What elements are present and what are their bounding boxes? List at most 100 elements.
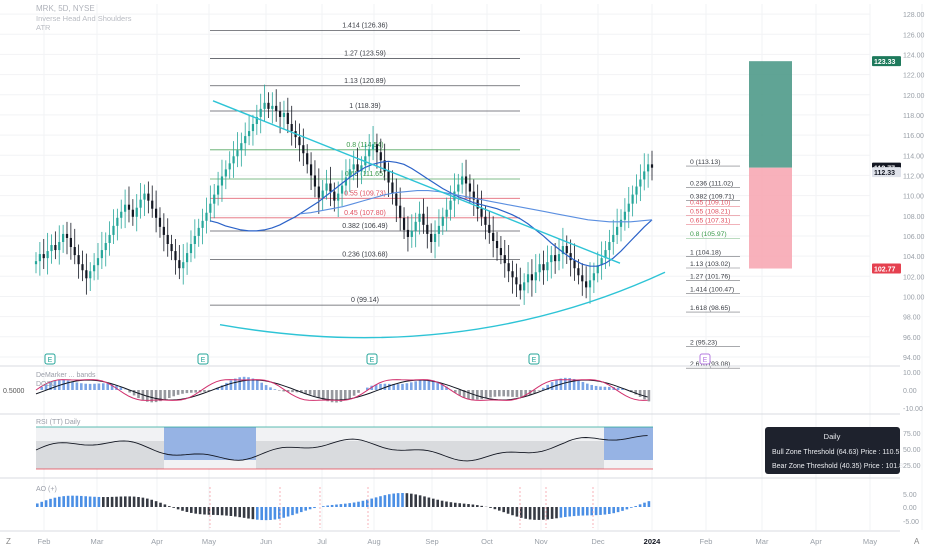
dosc-bar xyxy=(313,390,316,397)
candle-body xyxy=(120,211,123,218)
candle-body xyxy=(306,153,309,165)
candle-body xyxy=(554,255,557,262)
time-tick: Apr xyxy=(810,537,822,546)
candle-body xyxy=(189,244,193,254)
dosc-bar xyxy=(383,383,387,390)
position-tool[interactable] xyxy=(749,61,792,269)
candle-body xyxy=(54,245,57,251)
ao-bar xyxy=(212,507,215,515)
ao-bar xyxy=(49,498,52,507)
demarker-pane[interactable] xyxy=(35,376,651,403)
ao-bar xyxy=(370,498,373,507)
fib-levels-right[interactable]: 0 (113.13)0.236 (111.02)0.382 (109.71)0.… xyxy=(686,159,740,369)
candle-body xyxy=(364,156,367,166)
price-tick: 102.00 xyxy=(903,274,925,281)
dosc-bar xyxy=(273,389,277,390)
candle-body xyxy=(631,194,634,204)
candle-body xyxy=(216,185,220,195)
time-tick: Feb xyxy=(700,537,713,546)
ao-bar xyxy=(612,507,615,514)
profit-zone[interactable] xyxy=(749,61,792,168)
ao-bar xyxy=(330,504,334,507)
candle-body xyxy=(135,207,138,217)
time-tick: Nov xyxy=(534,537,548,546)
ao-bar xyxy=(282,507,285,518)
dosc-bar xyxy=(163,390,167,400)
ao-bar xyxy=(176,507,180,510)
candle-body xyxy=(647,164,650,172)
candle-body xyxy=(278,110,282,117)
candle-body xyxy=(197,227,200,236)
rsi-pane[interactable] xyxy=(35,426,653,470)
candle-body xyxy=(224,169,227,177)
earnings-icon xyxy=(366,353,378,365)
info-box-bear-row: Bear Zone Threshold (40.35) Price : 101.… xyxy=(772,463,903,470)
drawing-lines[interactable] xyxy=(212,100,666,339)
ao-bar xyxy=(352,502,356,507)
ao-bar xyxy=(405,493,409,507)
fib-left-label: 0.45 (107.80) xyxy=(344,210,386,217)
earnings-icon xyxy=(44,353,56,365)
dosc-bar xyxy=(308,390,312,395)
main-price-pane[interactable]: 1.414 (126.36) 1.27 (123.59) 1.13 (120.89)… xyxy=(34,23,792,369)
fib-right-label: 0.236 (111.02) xyxy=(690,180,733,187)
fib-right-label: 0.382 (109.71) xyxy=(690,194,734,201)
time-axis[interactable]: Feb Mar Apr May Jun Jul Aug Sep Oct Nov Dec 2024 Feb… xyxy=(38,537,878,546)
dosc-bar xyxy=(630,390,633,393)
auto-scale-icon[interactable]: A xyxy=(914,537,920,546)
ao-bar xyxy=(533,507,536,520)
candle-body xyxy=(387,171,390,183)
rsi-bull-zone xyxy=(164,427,256,460)
candle-body xyxy=(58,241,61,251)
dosc-bar xyxy=(581,381,585,390)
candle-body xyxy=(627,203,630,212)
ao-bar xyxy=(581,507,585,516)
ao-pane[interactable] xyxy=(36,487,651,528)
price-tick: 116.00 xyxy=(903,133,924,140)
ao-bar xyxy=(234,507,237,517)
dosc-bar xyxy=(537,390,541,391)
dosc-bar xyxy=(388,383,391,390)
ao-bar xyxy=(75,495,79,507)
candle-body xyxy=(402,217,406,230)
ao-bar xyxy=(480,505,483,507)
candle-body xyxy=(317,186,320,198)
dosc-bar xyxy=(335,390,338,403)
dosc-bar xyxy=(172,390,175,397)
ao-bar xyxy=(256,507,259,520)
price-badge-gray: 112.33 xyxy=(874,170,895,177)
dosc-bar xyxy=(586,383,589,390)
ao-bar xyxy=(198,507,202,515)
descending-trendline[interactable] xyxy=(212,100,621,264)
ao-bar xyxy=(273,507,277,520)
ao-bar xyxy=(36,503,39,507)
loss-zone[interactable] xyxy=(749,167,792,269)
dosc-bar xyxy=(471,390,475,400)
rounding-bottom-arc[interactable] xyxy=(219,271,666,339)
dosc-bar xyxy=(357,390,360,393)
dosc-bar xyxy=(603,386,607,390)
ao-bar xyxy=(616,507,620,513)
price-tick: 96.00 xyxy=(903,335,921,342)
ao-bar xyxy=(313,507,316,509)
ao-bar xyxy=(264,507,268,521)
candle-body xyxy=(472,191,475,200)
candle-body xyxy=(464,176,468,184)
candle-body xyxy=(604,250,607,259)
timezone-icon[interactable]: Z xyxy=(6,537,11,546)
ao-bar xyxy=(40,501,43,507)
dosc-bar xyxy=(594,385,598,390)
ao-bar xyxy=(608,507,611,514)
candle-body xyxy=(511,271,514,278)
rsi-line xyxy=(35,435,648,462)
ao-bar xyxy=(242,507,246,518)
dosc-bar xyxy=(216,387,219,390)
ao-bar xyxy=(542,507,545,520)
price-badge-green: 123.33 xyxy=(874,59,896,66)
ao-bar xyxy=(66,495,70,507)
price-axis[interactable]: 128.00 126.00 124.00 122.00 120.00 118.00 116.… xyxy=(903,12,925,362)
candle-body xyxy=(209,203,212,213)
ao-bar xyxy=(300,507,303,513)
candle-body xyxy=(286,112,289,125)
fib-right-label: 2 (95.23) xyxy=(690,340,717,347)
